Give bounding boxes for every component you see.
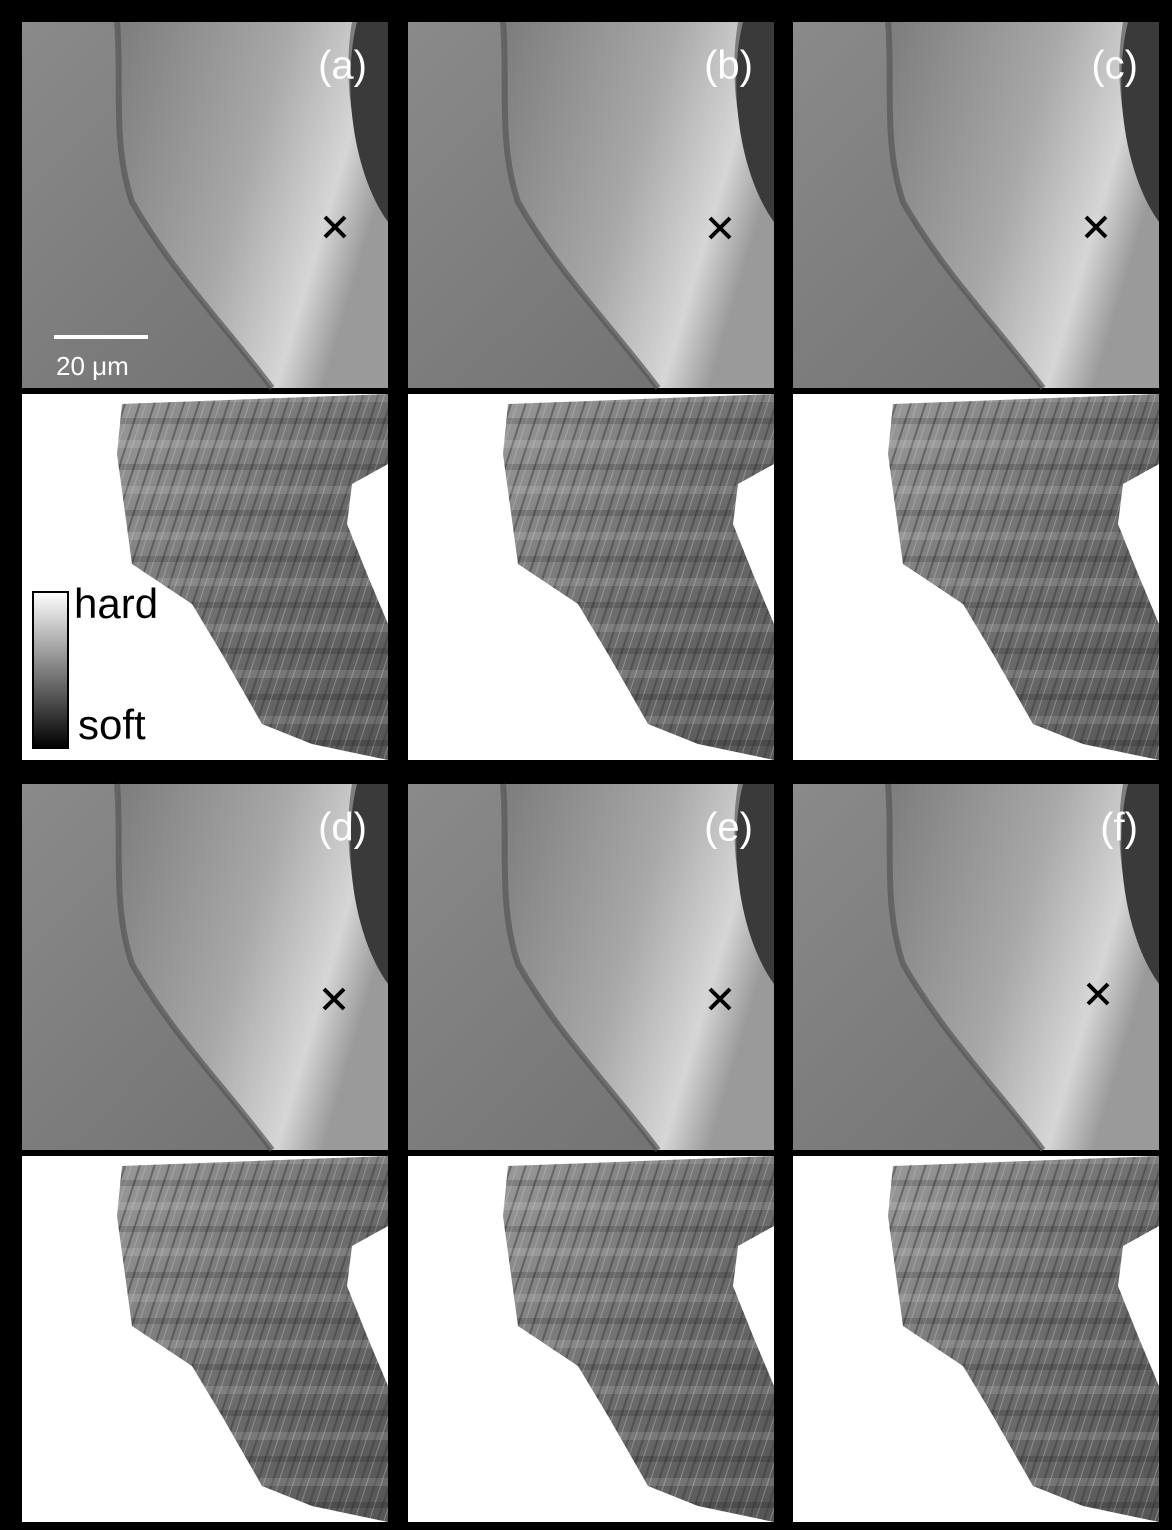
stiffness-bands	[888, 394, 1159, 760]
topography-panel: (d)	[22, 783, 388, 1152]
stiffness-bands	[117, 1156, 388, 1522]
stiffness-bands	[888, 1156, 1159, 1522]
stiffness-bands	[503, 1156, 774, 1522]
topography-panel: (b)	[408, 21, 774, 390]
colorbar-top-label: hard	[74, 580, 158, 627]
panel-label: (b)	[704, 44, 753, 88]
cell-body	[503, 22, 774, 388]
stiffness-panel	[408, 394, 774, 760]
cell-edge	[114, 21, 275, 390]
measurement-cross	[708, 987, 732, 1011]
nucleus-region	[736, 784, 774, 984]
measurement-cross	[323, 215, 347, 239]
scale-bar-label: 20 μm	[56, 351, 129, 381]
cell-body	[888, 784, 1159, 1150]
cell-edge	[885, 783, 1046, 1152]
nucleus-region	[1121, 784, 1159, 984]
topography-panel: (e)	[408, 783, 774, 1152]
colorbar-bottom-label: soft	[78, 701, 146, 748]
nucleus-region	[350, 22, 388, 222]
cell-edge	[500, 783, 661, 1152]
nucleus-region	[350, 784, 388, 984]
topography-panel: (a)	[22, 21, 388, 390]
colorbar	[32, 591, 69, 749]
stiffness-bands	[503, 394, 774, 760]
panel-label: (d)	[318, 806, 367, 850]
cell-edge	[500, 21, 661, 390]
measurement-cross	[322, 987, 346, 1011]
stiffness-panel	[22, 394, 388, 760]
topography-panel: (f)	[793, 783, 1159, 1152]
cell-body	[117, 784, 388, 1150]
nucleus-region	[1121, 22, 1159, 222]
stiffness-panel	[793, 1156, 1159, 1522]
measurement-cross	[1084, 215, 1108, 239]
stiffness-panel	[22, 1156, 388, 1522]
cell-body	[888, 22, 1159, 388]
stiffness-bands	[117, 394, 388, 760]
cell-edge	[885, 21, 1046, 390]
topography-panel: (c)	[793, 21, 1159, 390]
cell-body	[117, 22, 388, 388]
measurement-cross	[708, 216, 732, 240]
stiffness-panel	[408, 1156, 774, 1522]
measurement-cross	[1086, 982, 1110, 1006]
cell-body	[503, 784, 774, 1150]
panel-label: (e)	[704, 806, 753, 850]
panel-label: (f)	[1100, 806, 1138, 850]
panel-label: (c)	[1091, 44, 1138, 88]
nucleus-region	[736, 22, 774, 222]
stiffness-panel	[793, 394, 1159, 760]
panel-label: (a)	[318, 44, 367, 88]
cell-edge	[114, 783, 275, 1152]
